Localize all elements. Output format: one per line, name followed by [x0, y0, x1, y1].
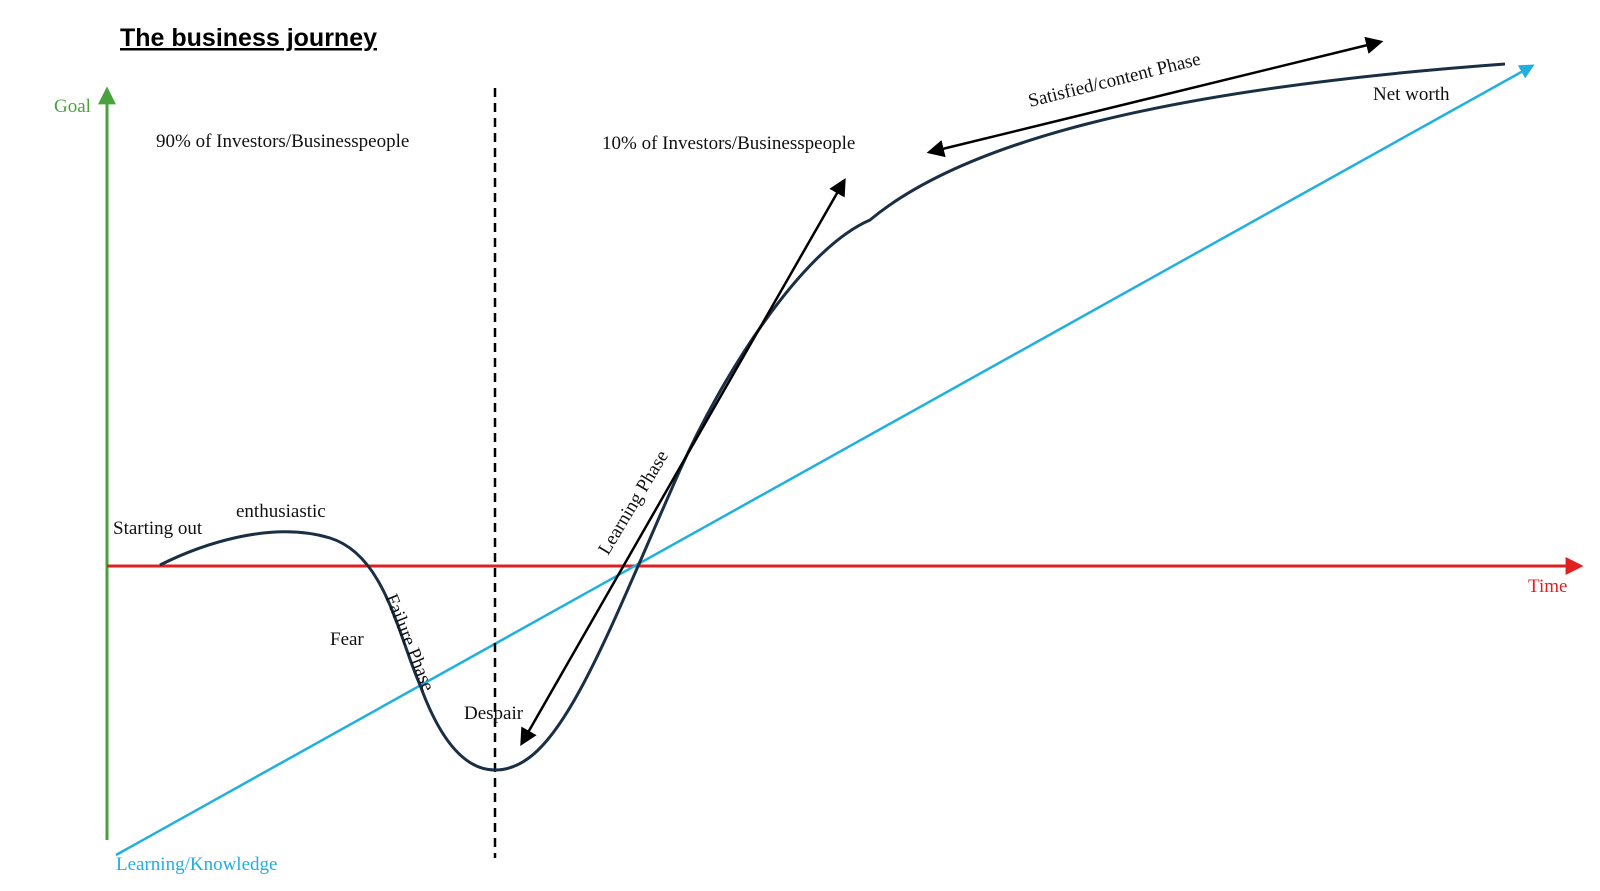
phase-label-failure: Failure Phase	[380, 591, 438, 694]
phase-label-satisfied: Satisfied/content Phase	[1026, 49, 1203, 112]
satisfied-phase-arrow	[926, 36, 1384, 158]
region-label-10-percent: 10% of Investors/Businesspeople	[602, 133, 855, 154]
learning-knowledge-line	[115, 64, 1535, 857]
journey-curve	[159, 62, 1506, 772]
stage-label-enthusiastic: enthusiastic	[236, 501, 326, 522]
time-axis-label: Time	[1528, 576, 1567, 597]
stage-label-despair: Despair	[464, 703, 524, 724]
stage-label-net-worth: Net worth	[1373, 84, 1450, 105]
learning-knowledge-label: Learning/Knowledge	[116, 854, 277, 875]
goal-axis-label: Goal	[54, 96, 91, 117]
region-label-90-percent: 90% of Investors/Businesspeople	[156, 131, 409, 152]
stage-label-fear: Fear	[330, 629, 364, 650]
diagram-title: The business journey	[120, 24, 377, 52]
learning-phase-arrow	[520, 177, 846, 747]
stage-label-starting-out: Starting out	[113, 518, 203, 539]
